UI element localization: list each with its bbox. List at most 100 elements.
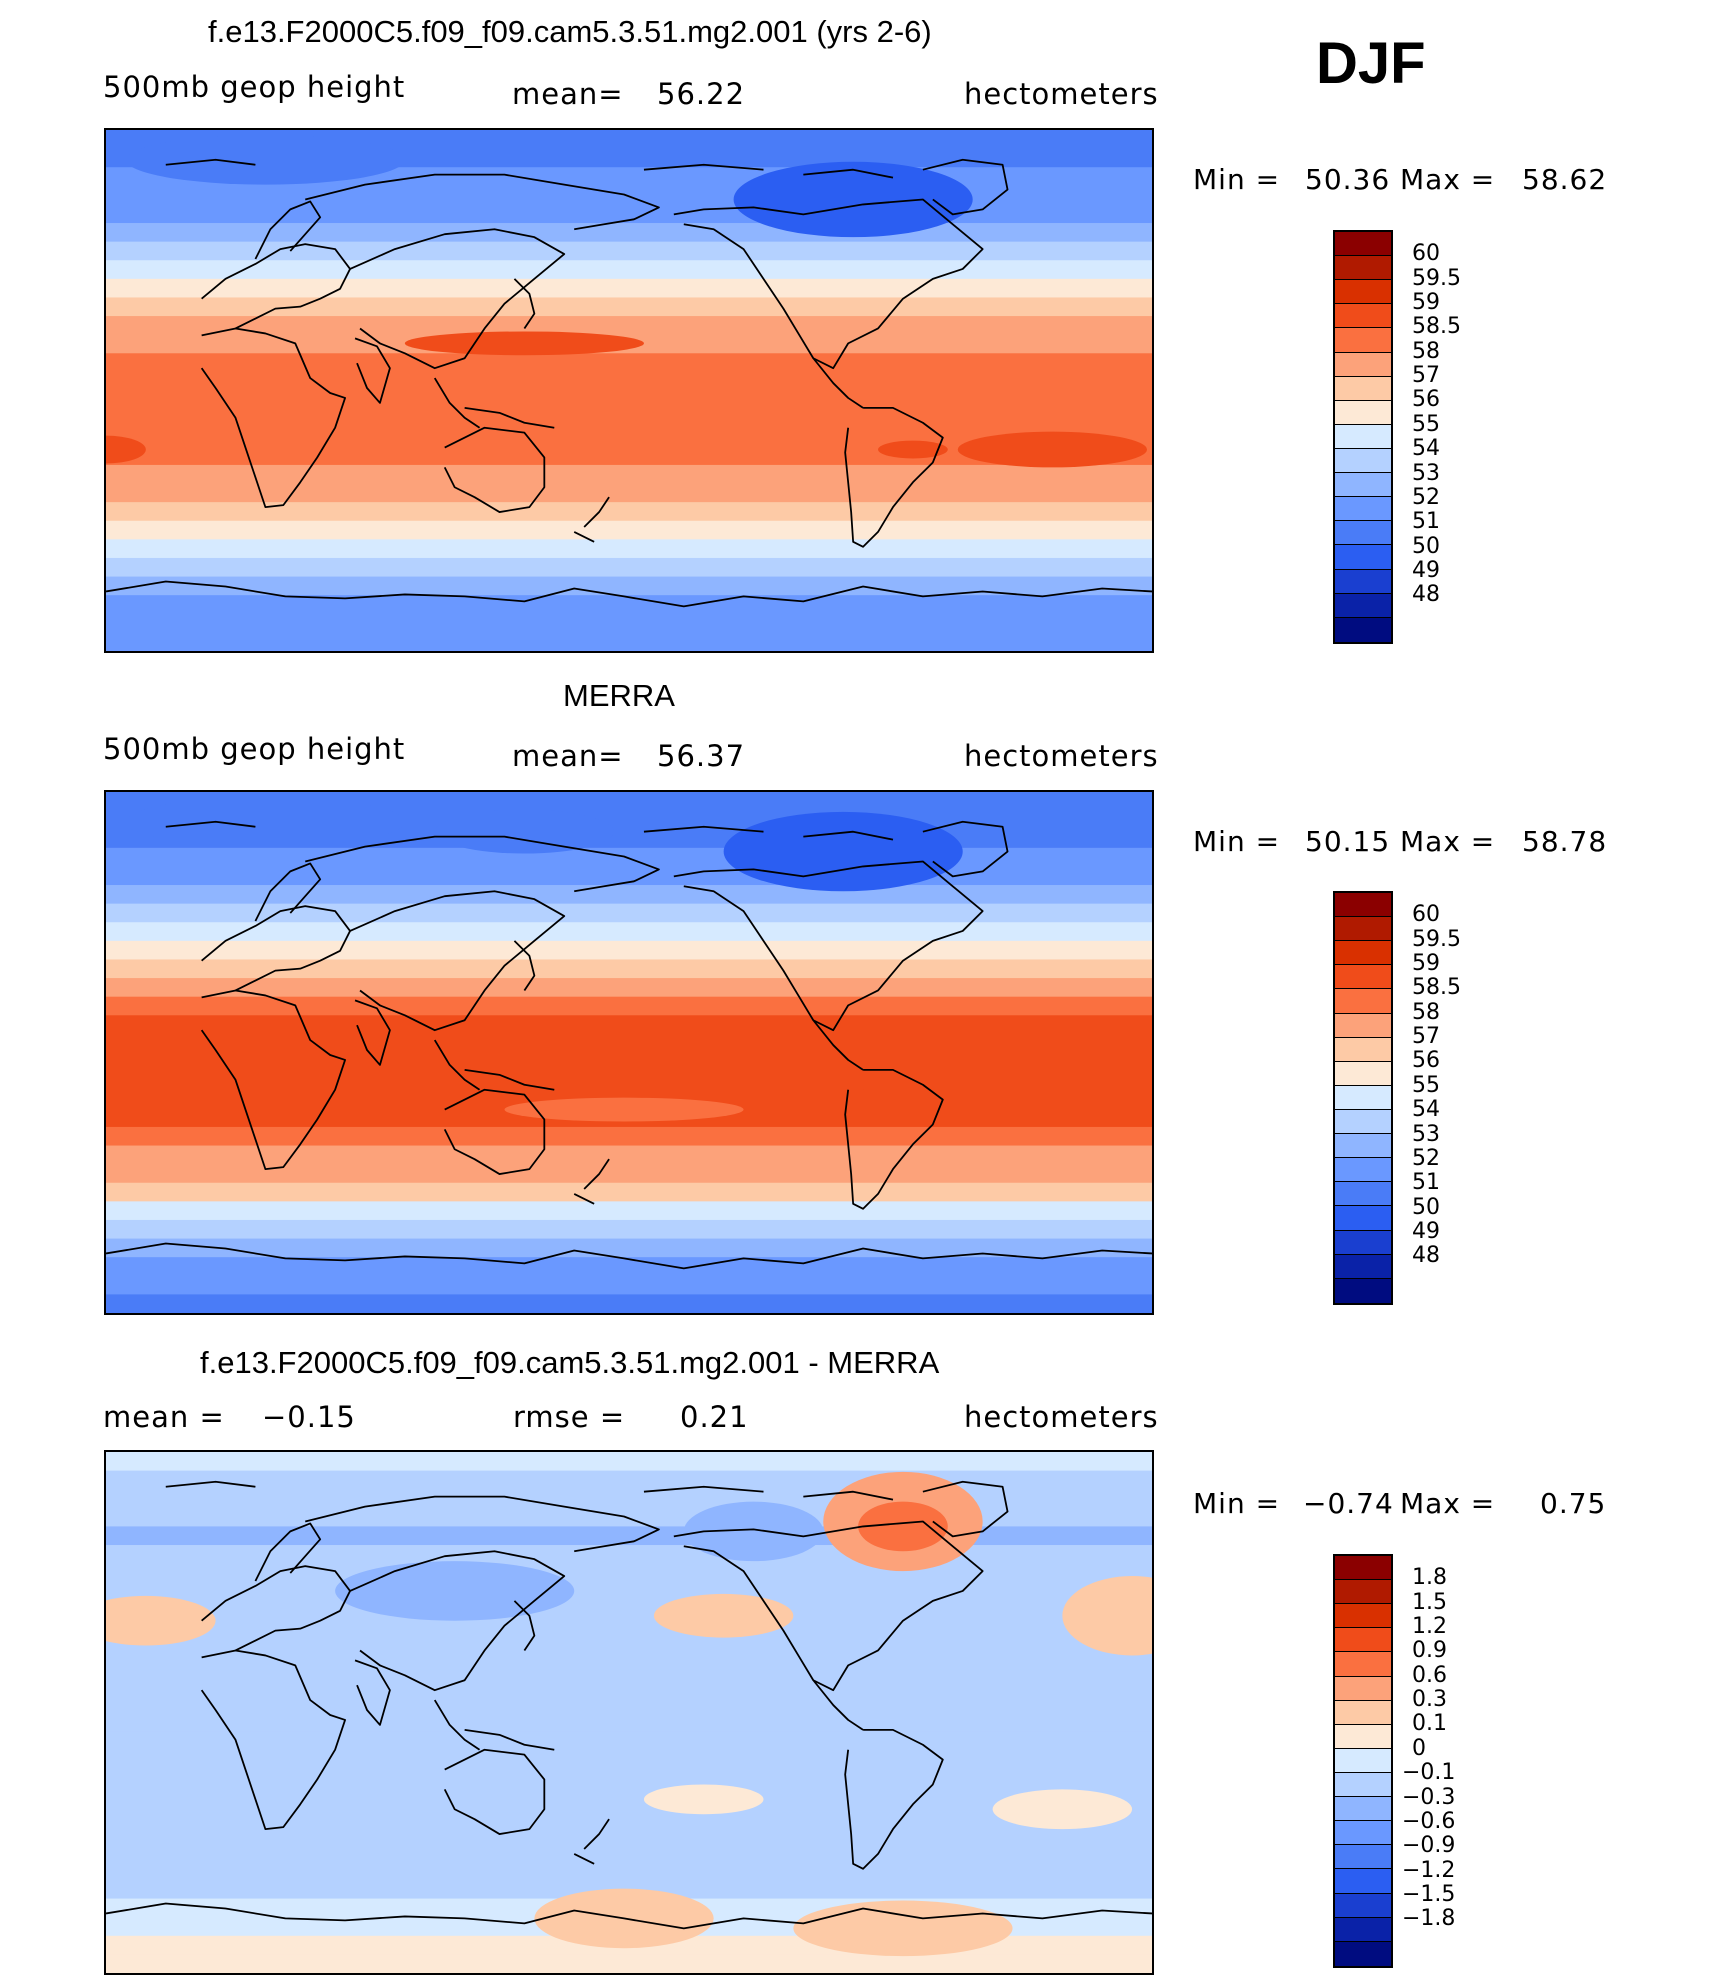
colorbar-swatch (1335, 1893, 1391, 1918)
colorbar-swatch (1335, 1845, 1391, 1870)
colorbar-tick-label: 59 (1412, 951, 1440, 977)
panel1-min-label: Min = (1193, 163, 1281, 196)
coastline (673, 860, 984, 1032)
panel2-mean-label: mean= (512, 739, 624, 773)
latitude-band (106, 502, 1152, 522)
colorbar-tick-label: −1.5 (1402, 1881, 1456, 1907)
panel2-max-value: 58.78 (1522, 825, 1608, 858)
colorbar-tick-label: 1.5 (1412, 1589, 1447, 1615)
latitude-band (106, 1489, 1152, 1509)
latitude-band (106, 1294, 1152, 1313)
latitude-band (106, 409, 1152, 429)
coastline (433, 377, 555, 429)
colorbar-swatch (1335, 1580, 1391, 1605)
latitude-band (106, 1470, 1152, 1491)
latitude-band (106, 996, 1152, 1017)
colorbar-swatch (1335, 497, 1391, 522)
panel3-min-value: −0.74 (1303, 1487, 1394, 1520)
colorbar-tick-label: −0.1 (1402, 1760, 1456, 1786)
season-label: DJF (1316, 31, 1426, 96)
colorbar-tick-label: 52 (1412, 1145, 1440, 1171)
panel2-coastlines (106, 820, 1152, 1270)
latitude-band (106, 1219, 1152, 1240)
panel3-rmse-value: 0.21 (680, 1400, 749, 1434)
latitude-band (106, 353, 1152, 373)
colorbar-tick-label: 56 (1412, 387, 1440, 413)
latitude-band (106, 1015, 1152, 1035)
panel3-field (106, 1452, 1152, 1973)
coastline (812, 1019, 864, 1071)
panel3-max-label: Max = (1400, 1487, 1496, 1520)
coastline (305, 835, 660, 893)
latitude-band (106, 1582, 1152, 1602)
panel1-bands (106, 130, 1152, 651)
panel3-blob-canada-core (858, 1501, 948, 1552)
latitude-band (106, 1619, 1152, 1639)
panel2-units: hectometers (964, 739, 1159, 773)
latitude-band (106, 903, 1152, 924)
colorbar-swatch (1335, 473, 1391, 498)
panel3-blob-npac-pos (653, 1593, 794, 1638)
colorbar-swatch (1335, 1182, 1391, 1207)
colorbar-tick-label: 48 (1412, 1243, 1440, 1269)
panel2-min-label: Min = (1193, 825, 1281, 858)
panel2-map (104, 790, 1154, 1315)
panel3-blob-alaska-neg (683, 1501, 824, 1562)
latitude-band (106, 1257, 1152, 1277)
coastline (673, 198, 984, 370)
latitude-band (106, 1805, 1152, 1825)
coastline (443, 426, 546, 513)
latitude-band (106, 1656, 1152, 1677)
colorbar-tick-label: 58 (1412, 338, 1440, 364)
colorbar-swatch (1335, 941, 1391, 966)
coastline (922, 158, 1009, 216)
latitude-band (106, 1675, 1152, 1695)
colorbar-tick-label: 58.5 (1412, 975, 1461, 1001)
colorbar-tick-label: 53 (1412, 460, 1440, 486)
colorbar-swatch (1335, 1278, 1391, 1303)
coastline (200, 989, 346, 1170)
panel3-colorbar (1333, 1554, 1393, 1968)
colorbar-tick-label: 60 (1412, 902, 1440, 928)
coastline (254, 862, 322, 922)
latitude-band (106, 1693, 1152, 1714)
colorbar-swatch (1335, 1748, 1391, 1773)
latitude-band (106, 595, 1152, 615)
latitude-band (106, 1638, 1152, 1658)
colorbar-swatch (1335, 1230, 1391, 1255)
panel1-colorbar (1333, 230, 1393, 644)
latitude-band (106, 632, 1152, 651)
coastline (573, 1158, 610, 1205)
colorbar-swatch (1335, 1254, 1391, 1279)
colorbar-tick-label: −0.6 (1402, 1808, 1456, 1834)
latitude-band (106, 241, 1152, 262)
panel2-bands (106, 792, 1152, 1313)
coastline (844, 1068, 944, 1210)
latitude-band (106, 1145, 1152, 1165)
colorbar-swatch (1335, 256, 1391, 281)
panel2-title: MERRA (563, 678, 675, 713)
colorbar-swatch (1335, 1085, 1391, 1110)
latitude-band (106, 316, 1152, 336)
panel1-blob-canada (733, 161, 973, 238)
colorbar-swatch (1335, 1061, 1391, 1086)
panel3-map (104, 1450, 1154, 1975)
coastline (200, 327, 346, 508)
panel1-coastlines (106, 158, 1152, 608)
colorbar-swatch (1335, 1134, 1391, 1159)
colorbar-swatch (1335, 965, 1391, 990)
colorbar-tick-label: 51 (1412, 509, 1440, 535)
latitude-band (106, 1275, 1152, 1296)
colorbar-swatch (1335, 352, 1391, 377)
colorbar-swatch (1335, 569, 1391, 594)
colorbar-swatch (1335, 280, 1391, 305)
panel3-mean-value: −0.15 (262, 1400, 356, 1434)
colorbar-swatch (1335, 989, 1391, 1014)
colorbar-tick-label: 57 (1412, 363, 1440, 389)
colorbar-swatch (1335, 1206, 1391, 1231)
colorbar-swatch (1335, 232, 1391, 257)
colorbar-tick-label: 55 (1412, 1072, 1440, 1098)
panel2-blob-arctic (125, 796, 405, 847)
panel2-max-label: Max = (1400, 825, 1496, 858)
panel3-mean-label: mean = (103, 1400, 225, 1434)
